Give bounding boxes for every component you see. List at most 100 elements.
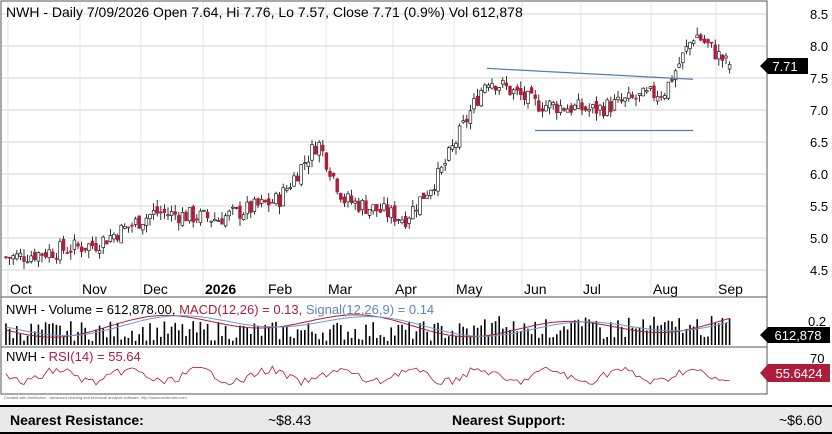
volume-bar	[505, 327, 508, 345]
volume-bar	[484, 319, 486, 345]
candle-body	[231, 206, 235, 209]
candle-body	[335, 178, 339, 193]
candle-body	[69, 250, 73, 253]
candle-body	[245, 201, 249, 215]
last-price-label: 7.71	[772, 59, 797, 74]
candle-body	[699, 34, 703, 41]
volume-bar	[332, 324, 335, 345]
candle-body	[166, 214, 170, 217]
volume-bar	[167, 333, 169, 345]
volume-bar	[178, 330, 180, 345]
volume-bar	[516, 331, 518, 345]
volume-bar	[473, 325, 475, 345]
candle-body	[342, 196, 347, 204]
candle-body	[202, 210, 206, 212]
signal-label: Signal(12,26,9) = 0.14	[306, 302, 434, 317]
volume-bar	[419, 323, 421, 345]
volume-bar	[142, 327, 144, 345]
candle-body	[569, 105, 573, 113]
candle-body	[223, 215, 228, 227]
candle-body	[15, 253, 19, 260]
volume-bar	[685, 328, 688, 345]
volume-bar	[455, 335, 457, 345]
candle-body	[263, 199, 267, 203]
candle-body	[447, 147, 451, 161]
volume-bar	[498, 316, 500, 345]
volume-bar	[520, 330, 522, 345]
volume-bar	[545, 319, 547, 345]
volume-bar	[336, 322, 338, 345]
volume-bar	[610, 322, 612, 345]
candle-body	[36, 252, 41, 262]
volume-bar	[703, 336, 706, 345]
volume-bar	[196, 332, 198, 345]
volume-bar	[383, 336, 385, 345]
last-rsi-tag: 55.6424	[760, 364, 830, 382]
volume-bar	[289, 336, 292, 345]
volume-bar	[19, 334, 22, 345]
candle-body	[713, 44, 717, 60]
candle-body	[637, 93, 642, 96]
volume-bar	[203, 329, 205, 345]
candle-body	[101, 236, 105, 248]
volume-bar	[37, 324, 40, 345]
candle-body	[691, 40, 696, 44]
candle-body	[281, 187, 285, 207]
candle-body	[555, 103, 559, 114]
candle-body	[695, 34, 699, 39]
volume-bar	[354, 329, 356, 345]
candle-body	[112, 234, 116, 240]
candle-body	[702, 38, 707, 43]
last-volume-tag: 612,878	[760, 327, 830, 343]
time-tick-label: May	[456, 281, 482, 297]
candle-body	[252, 198, 257, 212]
candle-body	[634, 97, 638, 100]
candle-body	[519, 88, 523, 95]
volume-bar	[131, 330, 133, 345]
candle-body	[652, 85, 656, 98]
candle-body	[220, 218, 224, 225]
candle-body	[295, 175, 300, 182]
volume-bar	[307, 323, 310, 345]
candle-body	[180, 212, 185, 226]
candle-body	[213, 218, 217, 222]
candle-body	[51, 251, 55, 258]
candle-body	[349, 195, 354, 203]
volume-bar	[325, 340, 328, 345]
volume-bar	[642, 319, 644, 345]
volume-bar	[372, 322, 374, 345]
candle-body	[598, 104, 602, 111]
candle-body	[522, 91, 527, 101]
volume-bar	[271, 322, 274, 345]
volume-bar	[116, 322, 119, 345]
price-tick-label: 8.5	[810, 7, 828, 22]
volume-bar	[710, 316, 713, 345]
candle-body	[641, 87, 645, 97]
volume-bar	[448, 336, 450, 345]
volume-bar	[152, 340, 155, 345]
signal-line	[5, 315, 730, 337]
candle-body	[173, 211, 177, 215]
candle-body	[515, 86, 519, 91]
candle-body	[58, 241, 62, 261]
candle-body	[11, 255, 15, 260]
macd-axis-tick: 0.2	[808, 314, 826, 329]
candle-body	[108, 235, 113, 242]
candle-body	[76, 243, 80, 247]
volume-bar	[106, 337, 108, 345]
candle-body	[533, 94, 537, 99]
volume-bar	[224, 325, 227, 345]
candle-body	[270, 201, 275, 204]
candle-body	[43, 252, 48, 258]
volume-bar	[667, 320, 670, 345]
volume-bar	[412, 338, 414, 345]
candle-body	[461, 120, 465, 123]
candle-body	[123, 225, 127, 229]
price-axis: 8.5 8.0 7.5 7.0 6.5 6.0 5.5 5.0 4.5	[810, 7, 828, 278]
volume-bar	[246, 327, 248, 345]
trendline-group	[486, 67, 694, 132]
candle-body	[659, 96, 663, 98]
volume-bar	[451, 330, 454, 345]
candle-body	[436, 168, 440, 192]
volume-bar	[361, 339, 364, 345]
